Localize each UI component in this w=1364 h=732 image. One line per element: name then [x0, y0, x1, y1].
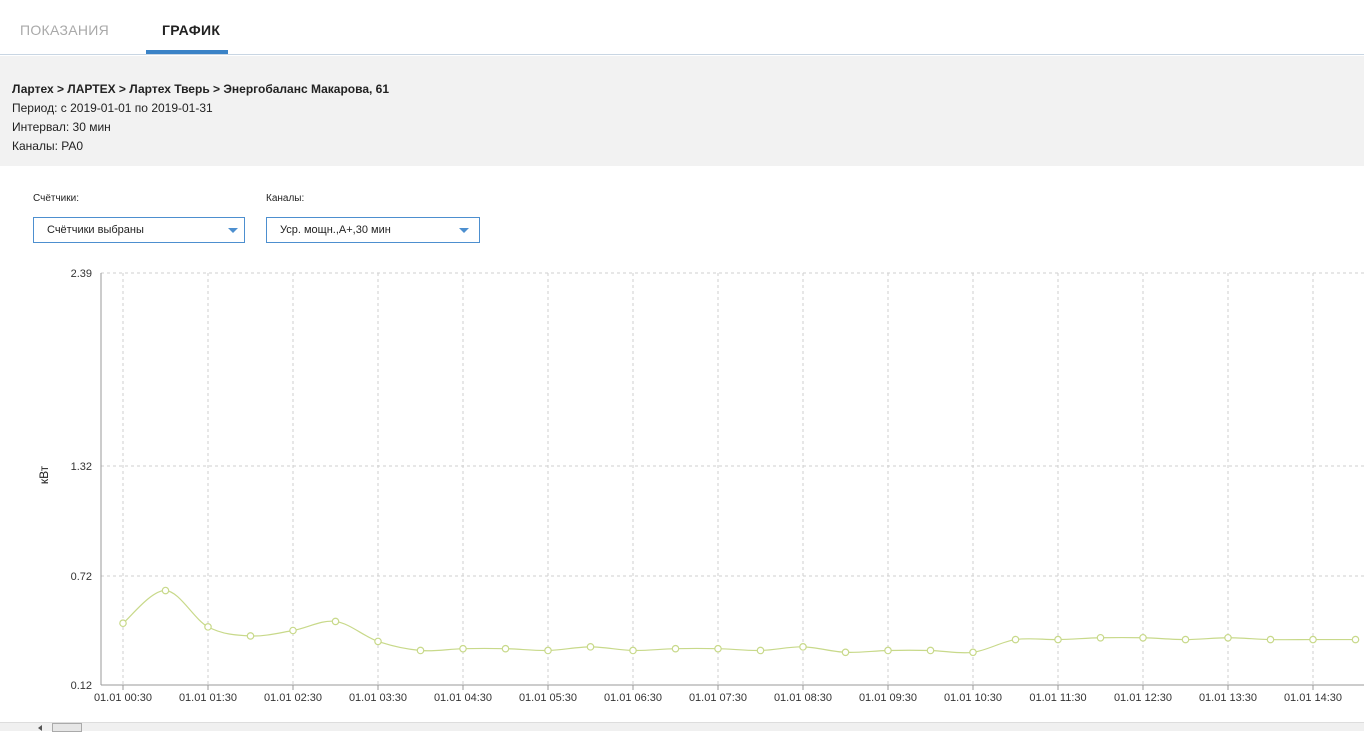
- x-tick-label: 01.01 11:30: [1029, 692, 1086, 704]
- meters-dropdown-value: Счётчики выбраны: [47, 224, 144, 236]
- x-axis-ticks: 01.01 00:30 01.01 01:30 01.01 02:30 01.01 0…: [94, 685, 1342, 704]
- data-point[interactable]: [799, 643, 807, 651]
- power-chart: 2.391.320.720.12 01.01 00:30 01.01 01:30 0…: [37, 268, 1364, 704]
- series-points: [119, 586, 1360, 657]
- data-point[interactable]: [331, 617, 340, 626]
- data-point[interactable]: [544, 646, 552, 655]
- y-axis-ticks: 2.39 1.32 0.72 0.12: [71, 268, 92, 692]
- x-tick-label: 01.01 02:30: [264, 692, 322, 704]
- channels-dropdown-value: Уср. мощн.,А+,30 мин: [280, 224, 391, 236]
- x-tick-label: 01.01 14:30: [1284, 692, 1342, 704]
- meters-label: Счётчики:: [33, 193, 79, 204]
- x-tick-label: 01.01 05:30: [519, 692, 577, 704]
- x-tick-label: 01.01 13:30: [1199, 692, 1257, 704]
- data-point[interactable]: [841, 648, 850, 657]
- tab-readings[interactable]: ПОКАЗАНИЯ: [20, 22, 110, 38]
- x-tick-label: 01.01 01:30: [179, 692, 237, 704]
- tab-bar: ПОКАЗАНИЯ ГРАФИК: [0, 0, 1364, 55]
- active-tab-indicator: [146, 50, 228, 54]
- data-point[interactable]: [1266, 635, 1275, 644]
- channels-dropdown[interactable]: Уср. мощн.,А+,30 мин: [266, 217, 480, 243]
- channels-label: Каналы:: [266, 193, 305, 204]
- x-tick-label: 01.01 09:30: [859, 692, 917, 704]
- data-point[interactable]: [1181, 635, 1190, 644]
- data-point[interactable]: [289, 626, 297, 635]
- data-point[interactable]: [714, 644, 722, 653]
- x-tick-label: 01.01 12:30: [1114, 692, 1172, 704]
- data-point[interactable]: [119, 619, 127, 628]
- y-tick-label: 0.12: [71, 680, 92, 692]
- x-tick-label: 01.01 07:30: [689, 692, 747, 704]
- x-tick-label: 01.01 03:30: [349, 692, 407, 704]
- series-line: [122, 589, 1356, 654]
- x-tick-label: 01.01 00:30: [94, 692, 152, 704]
- x-tick-label: 01.01 06:30: [604, 692, 662, 704]
- data-point[interactable]: [756, 646, 765, 655]
- period-text: Период: с 2019-01-01 по 2019-01-31: [12, 101, 213, 115]
- data-point[interactable]: [1054, 635, 1062, 644]
- channels-text: Каналы: PA0: [12, 139, 84, 153]
- data-point[interactable]: [884, 646, 892, 655]
- data-point[interactable]: [969, 648, 977, 657]
- scroll-left-icon[interactable]: [38, 725, 42, 731]
- data-point[interactable]: [1011, 635, 1020, 644]
- interval-text: Интервал: 30 мин: [12, 120, 111, 134]
- x-tick-label: 01.01 10:30: [944, 692, 1002, 704]
- meters-dropdown[interactable]: Счётчики выбраны: [33, 217, 245, 243]
- info-panel: Лартех > ЛАРТЕХ > Лартех Тверь > Энергоб…: [0, 56, 1364, 166]
- chart-grid: [101, 272, 1364, 686]
- data-point[interactable]: [161, 586, 170, 595]
- data-point[interactable]: [374, 637, 382, 646]
- x-tick-label: 01.01 08:30: [774, 692, 832, 704]
- chevron-down-icon: [459, 228, 469, 233]
- data-point[interactable]: [1309, 635, 1317, 644]
- data-point[interactable]: [629, 646, 637, 655]
- data-point[interactable]: [459, 644, 467, 653]
- y-tick-label: 0.72: [71, 571, 92, 583]
- breadcrumb: Лартех > ЛАРТЕХ > Лартех Тверь > Энергоб…: [12, 82, 390, 96]
- tab-chart[interactable]: ГРАФИК: [162, 22, 221, 38]
- x-tick-label: 01.01 04:30: [434, 692, 492, 704]
- data-point[interactable]: [1139, 633, 1147, 642]
- data-point[interactable]: [501, 644, 510, 653]
- data-point[interactable]: [416, 646, 425, 655]
- data-point[interactable]: [1351, 635, 1360, 644]
- chevron-down-icon: [228, 228, 238, 233]
- data-point[interactable]: [204, 623, 212, 631]
- y-tick-label: 2.39: [71, 268, 92, 280]
- data-point[interactable]: [1224, 633, 1232, 642]
- data-point[interactable]: [671, 644, 680, 653]
- y-axis-label: кВт: [37, 465, 51, 484]
- data-point[interactable]: [926, 646, 935, 655]
- y-tick-label: 1.32: [71, 461, 92, 473]
- data-point[interactable]: [586, 643, 595, 651]
- horizontal-scrollbar[interactable]: [0, 722, 1364, 732]
- data-point[interactable]: [1096, 633, 1105, 642]
- data-point[interactable]: [246, 632, 255, 640]
